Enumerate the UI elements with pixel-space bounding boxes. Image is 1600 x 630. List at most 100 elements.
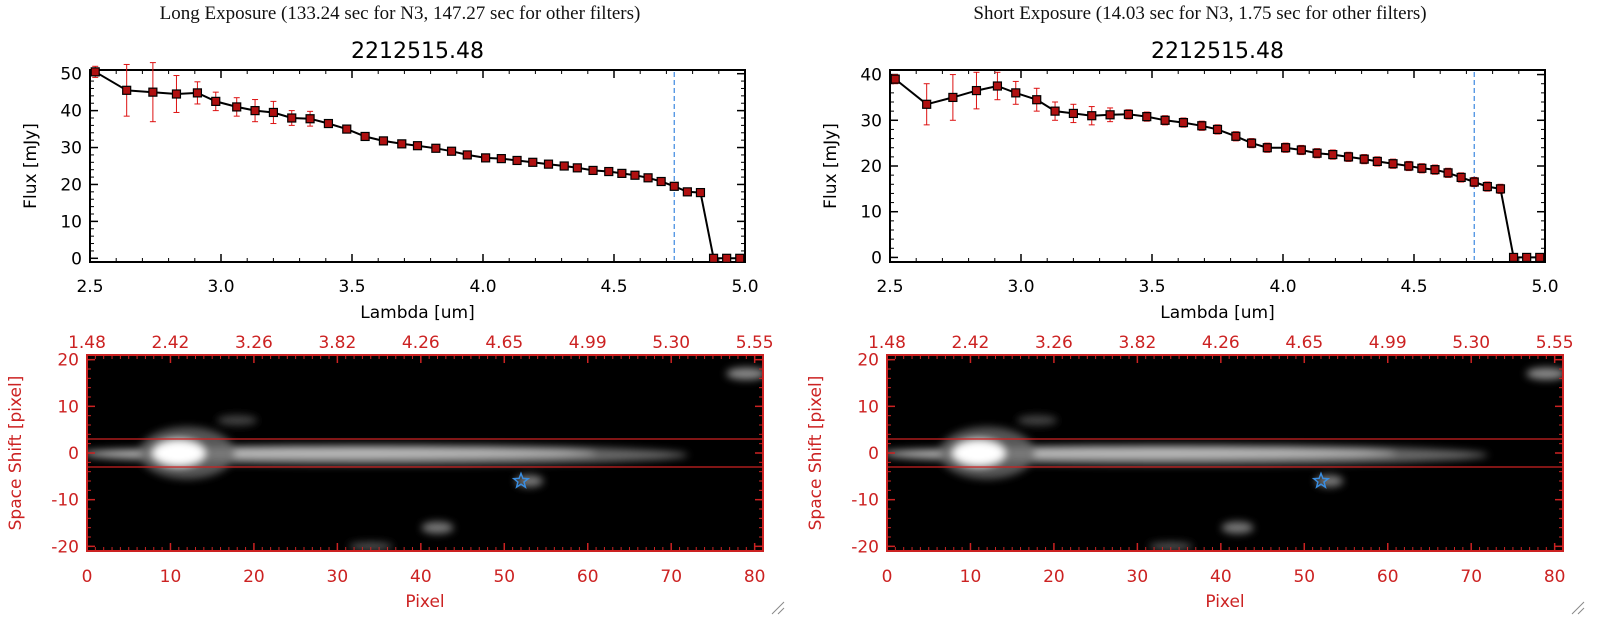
data-point (1388, 159, 1398, 169)
y-tick-label: -20 (851, 537, 879, 557)
data-point (1281, 143, 1291, 153)
y-tick-label: 20 (60, 175, 82, 195)
x-tick-label: 20 (1043, 567, 1065, 587)
y-tick-label: 30 (860, 111, 882, 131)
y-tick-label: 0 (68, 444, 79, 464)
top-tick-label: 1.48 (68, 333, 106, 353)
top-tick-label: 4.26 (1202, 333, 1240, 353)
data-point (431, 143, 441, 153)
plot-frame (89, 69, 746, 263)
x-tick-label: 50 (1293, 567, 1315, 587)
top-tick-label: 4.65 (485, 333, 523, 353)
top-tick-label: 3.26 (1035, 333, 1073, 353)
faint-blob (217, 415, 258, 426)
data-point (148, 87, 158, 97)
x-tick-label: 30 (327, 567, 349, 587)
data-point (948, 92, 958, 103)
y-axis-label: Space Shift [pixel] (806, 376, 826, 531)
top-tick-label: 5.55 (736, 333, 774, 353)
data-point (604, 166, 614, 177)
y-tick-label: 40 (60, 102, 82, 122)
x-tick-label: 40 (1210, 567, 1232, 587)
data-point (1142, 112, 1152, 122)
data-point (1262, 143, 1272, 153)
data-point (1050, 106, 1060, 116)
data-point (1495, 184, 1506, 194)
data-point (90, 67, 100, 77)
long-exposure-panel: Long Exposure (133.24 sec for N3, 147.27… (6, 3, 785, 615)
data-point (1456, 172, 1466, 183)
data-point (1231, 131, 1241, 141)
x-tick-label: 4.5 (1400, 277, 1427, 297)
y-tick-label: 10 (860, 203, 882, 223)
data-point (1087, 111, 1097, 121)
top-tick-label: 1.48 (868, 333, 906, 353)
data-point (1032, 95, 1042, 105)
top-tick-label: 2.42 (152, 333, 190, 353)
data-point (211, 96, 221, 106)
x-tick-label: 2.5 (876, 277, 903, 297)
data-point (588, 165, 598, 176)
series-line (94, 70, 740, 260)
data-point (305, 114, 315, 124)
x-tick-label: 70 (1460, 567, 1482, 587)
data-point (323, 118, 334, 129)
x-tick-label: 4.5 (600, 277, 627, 297)
y-tick-label: -20 (51, 537, 79, 557)
x-tick-label: 60 (577, 567, 599, 587)
data-point (1417, 163, 1427, 173)
data-point (1160, 115, 1170, 125)
data-point (122, 85, 132, 95)
data-point (572, 163, 582, 173)
data-point (360, 131, 370, 142)
x-tick-label: 2.5 (76, 277, 103, 297)
data-point (378, 136, 389, 146)
data-point (268, 107, 278, 118)
resize-grip-line (777, 607, 785, 615)
data-point (1359, 154, 1369, 164)
chart-title: 2212515.48 (1151, 39, 1284, 64)
data-point (630, 170, 640, 180)
data-point (192, 88, 203, 98)
data-point (708, 253, 719, 263)
data-point (559, 161, 569, 171)
x-tick-label: 3.0 (1007, 277, 1034, 297)
data-point (232, 102, 242, 112)
x-tick-label: 20 (243, 567, 265, 587)
top-tick-label: 4.65 (1285, 333, 1323, 353)
x-tick-label: 80 (1544, 567, 1566, 587)
data-point (1343, 152, 1354, 162)
x-axis-label: Lambda [um] (360, 303, 474, 323)
y-tick-label: -10 (851, 491, 879, 511)
y-tick-label: 10 (57, 397, 79, 417)
y-tick-label: 0 (71, 249, 82, 269)
source-core (152, 440, 205, 466)
spectrum-image: 0 10 20 30 40 50 60 70 80 1.48 2.42 3.26 3.82 4.26 4.6… (806, 333, 1585, 615)
data-point (682, 187, 692, 197)
y-tick-label: 10 (857, 397, 879, 417)
exposure-title: Short Exposure (14.03 sec for N3, 1.75 s… (973, 3, 1427, 24)
data-point (1296, 145, 1306, 155)
data-point (250, 106, 260, 116)
faint-blob (1221, 521, 1254, 534)
top-tick-label: 5.30 (1452, 333, 1490, 353)
data-point (890, 74, 900, 84)
top-tick-label: 2.42 (952, 333, 990, 353)
data-point (528, 157, 538, 167)
data-point (1178, 117, 1189, 128)
y-tick-label: 20 (860, 157, 882, 177)
x-tick-label: 30 (1127, 567, 1149, 587)
x-tick-label: 70 (660, 567, 682, 587)
data-point (1372, 156, 1382, 167)
x-tick-label: 4.0 (1269, 277, 1296, 297)
short-exposure-panel: Short Exposure (14.03 sec for N3, 1.75 s… (800, 0, 1600, 630)
data-point (656, 176, 666, 187)
exposure-title: Long Exposure (133.24 sec for N3, 147.27… (159, 3, 641, 24)
x-axis-label: Pixel (1205, 592, 1244, 612)
data-point (695, 187, 706, 198)
data-point (722, 253, 732, 263)
data-point (971, 85, 982, 96)
data-point (617, 168, 627, 178)
series-line (894, 78, 1540, 259)
data-point (1482, 181, 1492, 192)
